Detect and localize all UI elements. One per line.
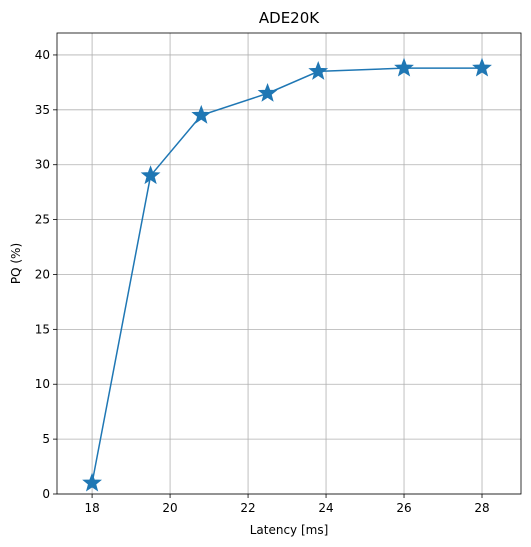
y-tick-label: 35 (35, 103, 50, 117)
y-axis-label: PQ (%) (9, 243, 23, 284)
series-line (91, 67, 483, 484)
y-tick-label: 5 (42, 432, 50, 446)
axes-frame (56, 32, 522, 495)
data-point-star (191, 104, 212, 124)
grid (57, 33, 521, 495)
data-point-star (257, 82, 278, 102)
y-tick-label: 0 (42, 487, 50, 501)
x-tick-label: 20 (162, 501, 177, 515)
x-tick-label: 24 (318, 501, 333, 515)
series-layer (82, 57, 492, 492)
data-point-star (82, 472, 102, 492)
data-point-star (140, 165, 161, 185)
y-tick-label: 40 (35, 48, 50, 62)
y-tick-label: 10 (35, 377, 50, 391)
data-point-star (472, 57, 492, 77)
data-point-star (308, 61, 329, 80)
y-tick-label: 30 (35, 158, 50, 172)
x-tick-label: 18 (84, 501, 99, 515)
x-axis-label: Latency [ms] (250, 523, 329, 537)
data-point-star (394, 57, 414, 77)
x-tick-label: 26 (396, 501, 411, 515)
chart-title: ADE20K (259, 9, 320, 27)
y-tick-label: 25 (35, 213, 50, 227)
x-tick-label: 28 (474, 501, 489, 515)
axis-ticks: 18 20 22 24 26 28 0 5 10 15 20 25 30 35 40 (35, 48, 490, 515)
x-tick-label: 22 (240, 501, 255, 515)
y-tick-label: 15 (35, 322, 50, 336)
y-tick-label: 20 (35, 267, 50, 281)
